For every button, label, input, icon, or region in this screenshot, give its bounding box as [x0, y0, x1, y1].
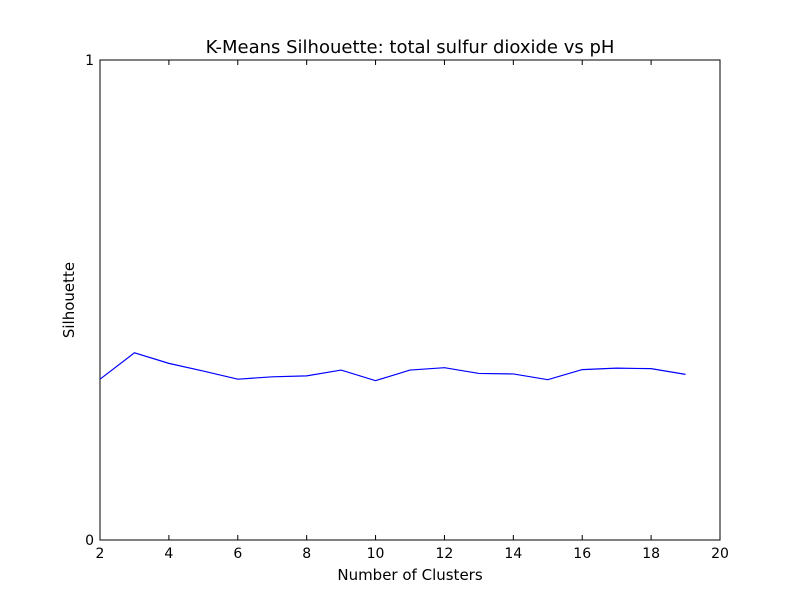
y-axis: 01 — [85, 53, 720, 549]
x-axis: 2 4 6 8 10 12 14 16 18 20 — [96, 60, 729, 562]
chart-title: K-Means Silhouette: total sulfur dioxide… — [206, 37, 615, 58]
y-tick-label: 1 — [85, 53, 94, 69]
y-tick-label: 0 — [85, 533, 94, 549]
series-layer — [99, 352, 686, 382]
x-tick-label: 4 — [164, 546, 173, 562]
x-tick-label: 10 — [367, 546, 385, 562]
x-tick-label: 18 — [642, 546, 660, 562]
x-tick-label: 20 — [711, 546, 729, 562]
series-line — [99, 352, 686, 382]
x-tick-label: 8 — [302, 546, 311, 562]
x-tick-label: 6 — [233, 546, 242, 562]
x-tick-label: 16 — [573, 546, 591, 562]
x-axis-label: Number of Clusters — [337, 566, 482, 584]
x-tick-label: 2 — [96, 546, 105, 562]
plot-area — [99, 59, 721, 541]
x-tick-label: 14 — [504, 546, 522, 562]
y-axis-label: Silhouette — [60, 262, 78, 338]
x-tick-label: 12 — [436, 546, 454, 562]
